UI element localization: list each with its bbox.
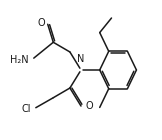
Text: N: N xyxy=(77,54,85,64)
Text: Cl: Cl xyxy=(22,104,31,114)
Text: O: O xyxy=(85,101,93,111)
Text: O: O xyxy=(37,18,45,28)
Text: H₂N: H₂N xyxy=(10,55,28,65)
